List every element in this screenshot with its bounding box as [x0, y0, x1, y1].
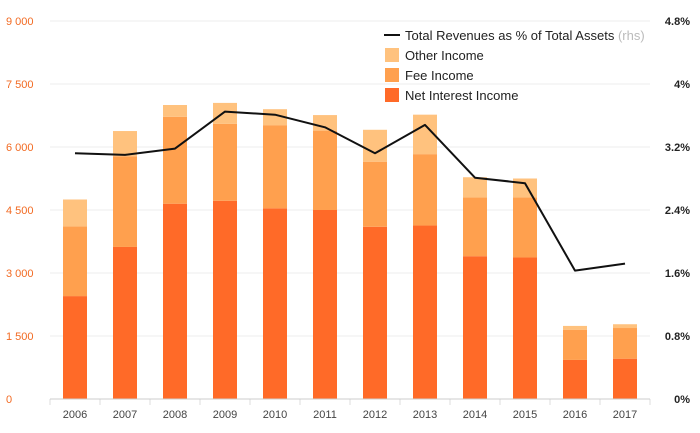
y-right-tick-label: 1.6% [665, 268, 690, 280]
bar-other-income [163, 105, 187, 117]
bar-fee-income [613, 328, 637, 359]
bar-other-income [213, 102, 237, 124]
bar-other-income [563, 325, 587, 330]
y-left-tick-label: 1 500 [6, 331, 34, 343]
bar-fee-income [113, 156, 137, 247]
bar-net-interest-income [513, 257, 537, 399]
revenue-ratio-line [74, 110, 626, 272]
bar-net-interest-income [313, 210, 337, 399]
y-right-tick-label: 4.8% [665, 16, 690, 28]
x-tick-label: 2017 [613, 409, 637, 421]
legend-line-label: Total Revenues as % of Total Assets (rhs… [405, 28, 645, 43]
x-tick-label: 2014 [463, 409, 487, 421]
bar-fee-income [513, 197, 537, 258]
bar-fee-income [213, 123, 237, 201]
x-tick-label: 2012 [363, 409, 387, 421]
bar-other-income [613, 324, 637, 329]
bars [63, 102, 637, 399]
legend-label-fee-income: Fee Income [405, 68, 474, 83]
bar-net-interest-income [613, 358, 637, 399]
bar-fee-income [363, 161, 387, 227]
legend-line-rhs-label: (rhs) [618, 28, 645, 43]
x-tick-label: 2013 [413, 409, 437, 421]
bar-other-income [263, 109, 287, 126]
y-left-tick-label: 4 500 [6, 205, 34, 217]
x-tick-label: 2009 [213, 409, 237, 421]
y-right-tick-label: 3.2% [665, 142, 690, 154]
x-tick-label: 2007 [113, 409, 137, 421]
bar-net-interest-income [113, 246, 137, 399]
legend-label-other-income: Other Income [405, 48, 484, 63]
bar-other-income [113, 131, 137, 157]
y-right-tick-label: 2.4% [665, 205, 690, 217]
x-axis: 2006 2007 2008 2009 2010 2011 2012 2013 2014 2015… [49, 398, 651, 421]
bar-fee-income [163, 116, 187, 204]
x-tick-label: 2006 [63, 409, 87, 421]
y-left-tick-label: 0 [6, 394, 12, 406]
y-right-tick-label: 0.8% [665, 331, 690, 343]
bar-fee-income [313, 130, 337, 210]
bar-other-income [463, 177, 487, 198]
y-axis-right: 0% 0.8% 1.6% 2.4% 3.2% 4% 4.8% [665, 16, 690, 406]
y-axis-left: 0 1 500 3 000 4 500 6 000 7 500 9 000 [6, 16, 34, 406]
bar-fee-income [563, 329, 587, 360]
x-tick-label: 2011 [313, 409, 337, 421]
y-left-tick-label: 7 500 [6, 79, 34, 91]
y-left-tick-label: 9 000 [6, 16, 34, 28]
bar-net-interest-income [413, 225, 437, 399]
bar-other-income [63, 199, 87, 227]
bar-net-interest-income [563, 359, 587, 399]
bar-net-interest-income [63, 296, 87, 399]
legend-swatch-fee-income [385, 68, 399, 82]
bar-net-interest-income [213, 200, 237, 399]
bar-fee-income [63, 226, 87, 297]
bar-other-income [363, 129, 387, 162]
bar-fee-income [413, 154, 437, 226]
bar-net-interest-income [263, 208, 287, 399]
bar-net-interest-income [463, 256, 487, 399]
legend: Total Revenues as % of Total Assets (rhs… [384, 28, 645, 103]
y-left-tick-label: 6 000 [6, 142, 34, 154]
x-tick-label: 2016 [563, 409, 587, 421]
gridlines [50, 20, 650, 337]
x-tick-label: 2015 [513, 409, 537, 421]
bar-net-interest-income [363, 226, 387, 399]
y-left-tick-label: 3 000 [6, 268, 34, 280]
legend-swatch-other-income [385, 48, 399, 62]
y-right-tick-label: 0% [674, 394, 690, 406]
x-tick-label: 2010 [263, 409, 287, 421]
legend-swatch-net-interest-income [385, 88, 399, 102]
x-tick-label: 2008 [163, 409, 187, 421]
line-revenue-ratio [74, 110, 626, 272]
legend-label-net-interest-income: Net Interest Income [405, 88, 518, 103]
bar-fee-income [463, 197, 487, 257]
bar-net-interest-income [163, 203, 187, 399]
bar-fee-income [263, 125, 287, 209]
y-right-tick-label: 4% [674, 79, 690, 91]
